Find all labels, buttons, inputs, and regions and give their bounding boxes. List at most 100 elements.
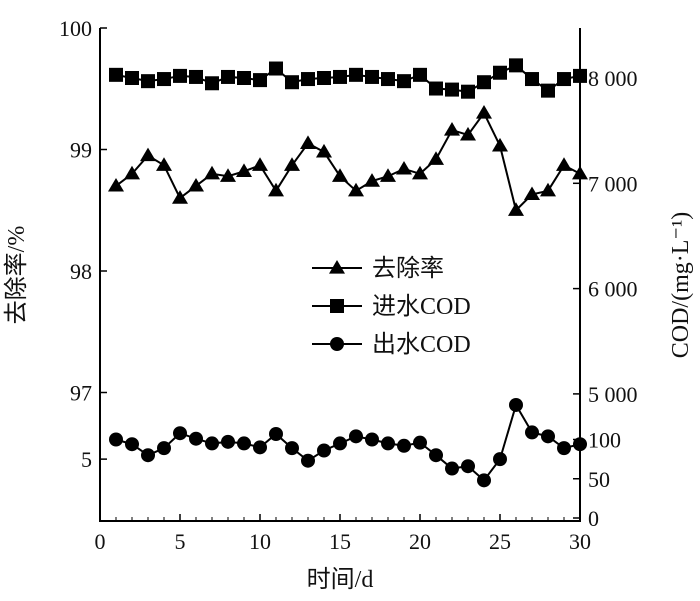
effluent-cod-point xyxy=(189,431,203,446)
removal-rate-point xyxy=(412,165,428,180)
effluent-cod-point xyxy=(173,426,187,441)
influent-cod-point xyxy=(141,74,155,89)
influent-cod-point xyxy=(461,84,475,99)
influent-cod-point xyxy=(157,72,171,87)
removal-rate-point xyxy=(316,143,332,158)
removal-rate-point xyxy=(492,137,508,152)
effluent-cod-point xyxy=(349,429,363,444)
effluent-cod-point xyxy=(365,432,379,447)
left-y-tick-label: 97 xyxy=(70,381,92,406)
influent-cod-point xyxy=(429,81,443,96)
effluent-cod-point xyxy=(125,437,139,452)
removal-rate-point xyxy=(348,182,364,197)
removal-rate-point xyxy=(204,165,220,180)
effluent-cod-point xyxy=(333,436,347,451)
legend-label: 去除率 xyxy=(372,255,444,282)
removal-rate-point xyxy=(124,165,140,180)
influent-cod-point xyxy=(445,82,459,97)
removal-rate-point xyxy=(284,157,300,171)
influent-cod-point xyxy=(349,67,363,82)
left-y-tick-label: 5 xyxy=(81,447,92,472)
effluent-cod-point xyxy=(141,448,155,463)
effluent-cod-point xyxy=(317,443,331,458)
x-tick-label: 5 xyxy=(175,529,186,554)
removal-rate-point xyxy=(444,122,460,136)
influent-cod-point xyxy=(125,71,139,85)
influent-cod-point xyxy=(253,73,267,88)
influent-cod-point xyxy=(173,68,187,83)
x-tick-label: 30 xyxy=(569,529,591,554)
effluent-cod-series xyxy=(109,397,587,488)
right-y-tick-label: 100 xyxy=(588,428,621,453)
effluent-cod-point xyxy=(381,436,395,451)
effluent-cod-point xyxy=(157,441,171,456)
removal-rate-point xyxy=(140,147,156,162)
removal-rate-point xyxy=(476,105,492,119)
legend-item: 去除率 xyxy=(312,255,444,282)
removal-rate-point xyxy=(252,157,268,171)
effluent-cod-point xyxy=(573,437,587,452)
x-tick-label: 10 xyxy=(249,529,271,554)
effluent-cod-point xyxy=(221,434,235,449)
influent-cod-point xyxy=(493,65,507,80)
removal-rate-line xyxy=(115,111,581,213)
removal-rate-point xyxy=(172,190,188,204)
effluent-cod-point xyxy=(557,441,571,456)
right-y-tick-label: 5 000 xyxy=(588,382,638,407)
left-y-tick-label: 100 xyxy=(59,16,92,41)
influent-cod-point xyxy=(477,75,491,90)
removal-rate-point xyxy=(396,160,412,175)
effluent-cod-point xyxy=(493,452,507,467)
x-tick-label: 25 xyxy=(489,529,511,554)
effluent-cod-point xyxy=(413,435,427,450)
effluent-cod-point xyxy=(269,427,283,442)
influent-cod-point xyxy=(573,68,587,83)
removal-rate-point xyxy=(156,157,172,171)
legend-label: 进水COD xyxy=(372,293,471,320)
removal-rate-point xyxy=(524,186,540,201)
influent-cod-point xyxy=(333,69,347,84)
effluent-cod-line xyxy=(115,402,581,482)
effluent-cod-point xyxy=(461,459,475,474)
effluent-cod-point xyxy=(301,453,315,468)
removal-rate-point xyxy=(572,165,588,180)
series-layer xyxy=(108,58,588,488)
influent-cod-point xyxy=(413,67,427,82)
removal-rate-point xyxy=(108,177,124,192)
influent-cod-point xyxy=(557,72,571,87)
effluent-cod-point xyxy=(237,436,251,451)
effluent-cod-point xyxy=(525,425,539,440)
influent-cod-point xyxy=(397,74,411,89)
influent-cod-point xyxy=(365,69,379,84)
right-y-tick-label: 7 000 xyxy=(588,171,638,196)
influent-cod-point xyxy=(189,69,203,84)
influent-cod-point xyxy=(221,69,235,84)
influent-cod-point xyxy=(381,72,395,87)
left-y-tick-label: 99 xyxy=(70,138,92,163)
removal-rate-point xyxy=(332,168,348,182)
removal-rate-series xyxy=(108,105,588,216)
effluent-cod-point xyxy=(109,432,123,447)
removal-rate-point xyxy=(220,168,236,182)
left-y-axis-title: 去除率/% xyxy=(3,226,30,325)
removal-rate-point xyxy=(460,126,476,141)
effluent-cod-point xyxy=(509,397,523,412)
effluent-cod-point xyxy=(205,436,219,451)
removal-rate-point xyxy=(540,182,556,197)
removal-rate-point xyxy=(508,202,524,216)
right-y-tick-label: 50 xyxy=(588,467,610,492)
influent-cod-point xyxy=(541,83,555,98)
effluent-cod-point xyxy=(253,440,267,455)
right-y-axis-title: COD/(mg·L⁻¹) xyxy=(668,212,694,359)
influent-cod-point xyxy=(317,71,331,85)
left-y-tick-label: 98 xyxy=(70,259,92,284)
effluent-cod-point xyxy=(285,441,299,456)
influent-cod-series xyxy=(109,58,587,99)
removal-rate-point xyxy=(188,177,204,192)
removal-rate-point xyxy=(556,157,572,171)
effluent-cod-point xyxy=(445,461,459,476)
right-y-tick-label: 6 000 xyxy=(588,277,638,302)
legend-marker xyxy=(330,299,344,313)
